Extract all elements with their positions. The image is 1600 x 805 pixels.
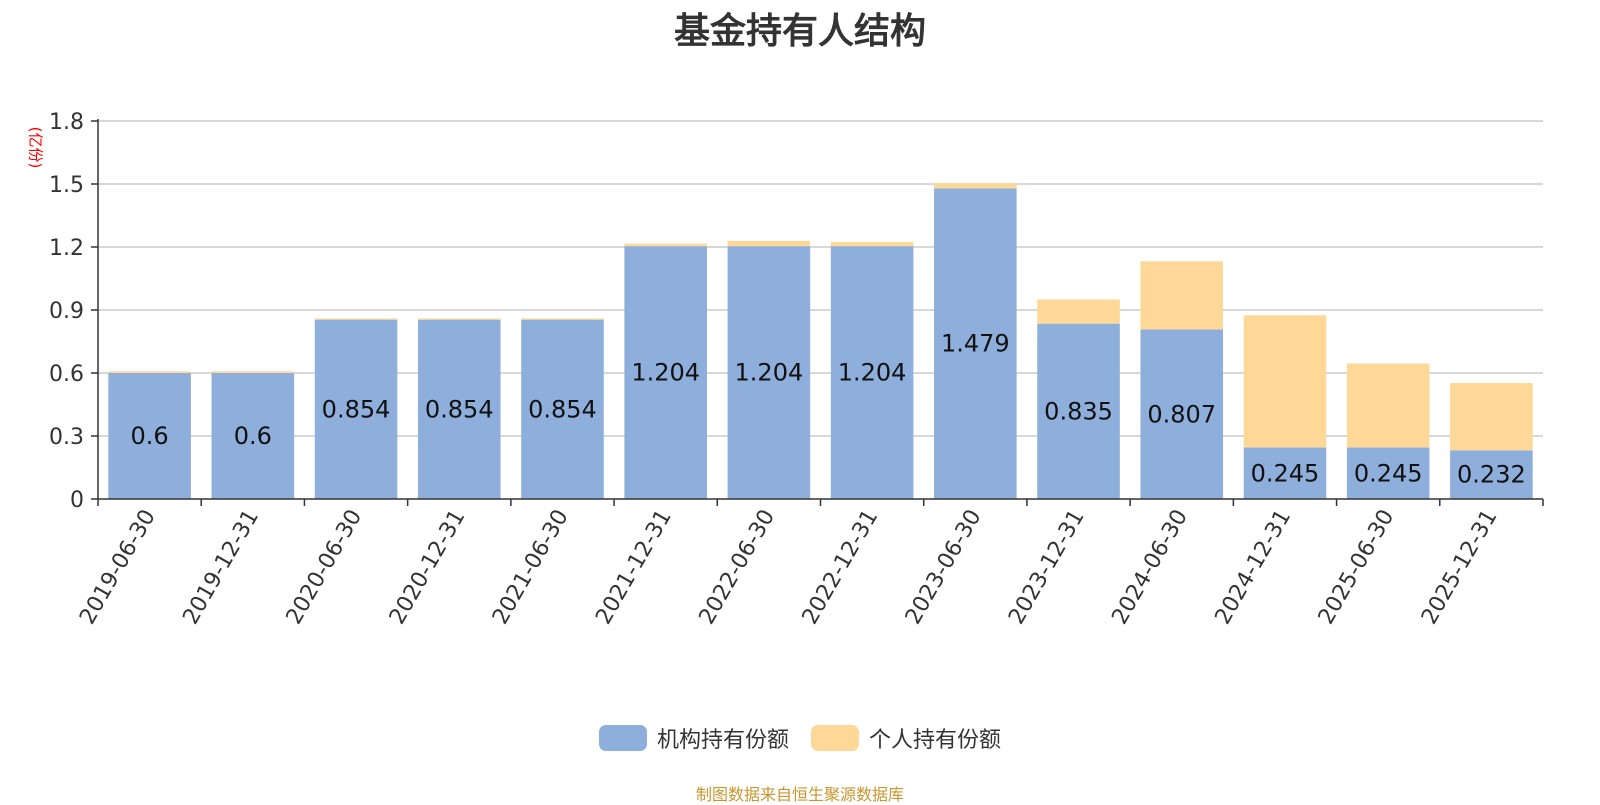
bar-institutional[interactable] [1243,447,1327,499]
bar-institutional[interactable] [417,319,501,499]
x-tick-label: 2019-12-31 [178,506,264,629]
bar-individual[interactable] [830,241,914,247]
x-tick-label: 2020-06-30 [282,506,368,629]
legend-label-individual: 个人持有份额 [869,728,1002,753]
legend-item-individual[interactable]: 个人持有份额 [811,722,1001,754]
bar-value-label: 0.854 [528,395,597,423]
bar-value-label: 0.232 [1457,461,1526,489]
bar-individual[interactable] [417,318,501,320]
source-note: 制图数据来自恒生聚源数据库 [695,785,904,804]
legend-label-institutional: 机构持有份额 [656,728,789,753]
bar-individual[interactable] [314,318,398,320]
x-tick-label: 2021-06-30 [488,506,574,629]
bar-individual[interactable] [934,183,1017,189]
bar-value-label: 0.835 [1044,397,1113,425]
y-tick-label: 0.9 [49,299,84,324]
bar-value-label: 0.6 [234,422,272,450]
bar-individual[interactable] [1140,261,1224,330]
legend-swatch-institutional [598,725,647,751]
x-tick-label: 2022-06-30 [695,506,781,629]
bar-institutional[interactable] [521,319,604,499]
bar-value-label: 0.854 [322,395,391,423]
bar-individual[interactable] [211,371,295,373]
bar-value-label: 1.479 [941,330,1010,358]
bar-individual[interactable] [1346,363,1430,448]
bar-value-label: 1.204 [838,359,907,387]
y-tick-label: 0.3 [49,425,84,450]
x-tick-label: 2023-12-31 [1004,506,1090,629]
x-tick-label: 2024-12-31 [1211,506,1297,629]
bar-institutional[interactable] [727,246,811,499]
x-tick-label: 2021-12-31 [591,506,677,629]
bar-institutional[interactable] [1346,447,1430,499]
bar-institutional[interactable] [830,246,914,499]
y-tick-label: 1.8 [49,110,84,135]
bar-institutional[interactable] [1140,329,1224,499]
bar-institutional[interactable] [1037,323,1120,499]
bar-institutional[interactable] [211,373,295,499]
bar-value-label: 0.807 [1147,400,1216,428]
x-tick-label: 2020-12-31 [385,506,471,629]
bar-institutional[interactable] [314,319,398,499]
chart-title: 基金持有人结构 [673,11,926,52]
bar-value-label: 0.6 [131,422,169,450]
bar-individual[interactable] [1037,299,1120,324]
legend-swatch-individual [811,725,859,751]
bar-institutional[interactable] [934,188,1017,499]
y-tick-label: 1.5 [49,173,84,198]
x-tick-label: 2025-06-30 [1314,506,1400,629]
bar-individual[interactable] [108,371,191,373]
bar-individual[interactable] [1243,315,1327,448]
legend: 机构持有份额 个人持有份额 [0,722,1600,754]
bar-value-label: 0.245 [1354,459,1423,487]
bar-value-label: 1.204 [735,359,804,387]
legend-item-institutional[interactable]: 机构持有份额 [598,722,789,754]
y-tick-label: 1.2 [49,236,84,261]
x-tick-label: 2025-12-31 [1417,506,1503,629]
x-tick-label: 2023-06-30 [901,506,987,629]
data-labels: 0.6 0.6 0.854 0.854 0.854 1.204 1.204 1.204 1.47… [131,330,1526,489]
bar-individual[interactable] [727,240,811,247]
x-tick-label: 2019-06-30 [75,506,161,629]
bar-individual[interactable] [1450,383,1533,451]
bar-value-label: 0.245 [1251,459,1320,487]
x-tick-label: 2022-12-31 [798,506,884,629]
y-tick-label: 0.6 [49,362,84,387]
bar-individual[interactable] [521,318,604,320]
bar-institutional[interactable] [108,373,191,499]
bar-institutional[interactable] [1450,450,1533,499]
y-tick-label: 0 [70,488,84,513]
bar-value-label: 1.204 [631,359,700,387]
bar-individual[interactable] [624,243,707,247]
bars [108,183,1533,499]
x-tick-label: 2024-06-30 [1107,506,1193,629]
bar-value-label: 0.854 [425,395,494,423]
bar-institutional[interactable] [624,246,707,499]
